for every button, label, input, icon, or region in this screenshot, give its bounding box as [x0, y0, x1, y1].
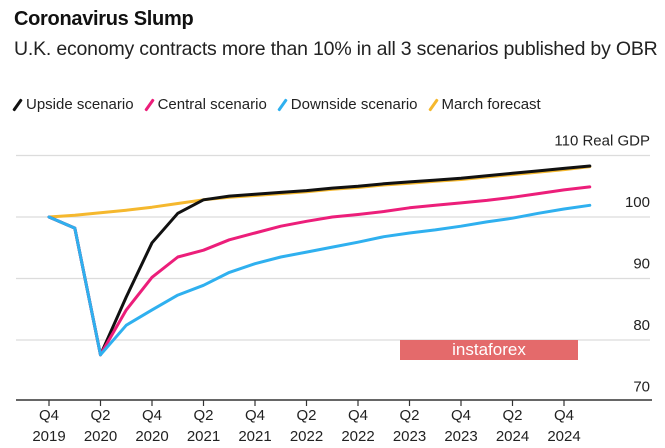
- x-tick-label-year: 2022: [341, 428, 374, 445]
- y-tick-label: 80: [633, 317, 650, 334]
- x-tick-label-year: 2024: [496, 428, 529, 445]
- legend-item-upside: Upside scenario: [12, 96, 134, 113]
- x-tick-label-quarter: Q4: [39, 407, 59, 424]
- legend: Upside scenario Central scenario Downsid…: [12, 96, 541, 113]
- legend-label: Downside scenario: [290, 96, 418, 113]
- x-tick-label-quarter: Q2: [90, 407, 110, 424]
- legend-label: March forecast: [441, 96, 541, 113]
- x-tick-label-quarter: Q2: [193, 407, 213, 424]
- x-tick-label-year: 2020: [135, 428, 168, 445]
- x-tick-label-quarter: Q4: [348, 407, 368, 424]
- y-tick-label: 100: [625, 194, 650, 211]
- x-tick-label-year: 2020: [84, 428, 117, 445]
- x-tick-label-year: 2024: [547, 428, 580, 445]
- x-tick-label-quarter: Q2: [502, 407, 522, 424]
- x-tick-label-year: 2019: [32, 428, 65, 445]
- chart-subtitle: U.K. economy contracts more than 10% in …: [14, 38, 658, 60]
- x-tick-label-year: 2023: [444, 428, 477, 445]
- y-tick-label: 110 Real GDP: [554, 133, 650, 150]
- legend-item-march: March forecast: [427, 96, 541, 113]
- x-tick-label-quarter: Q4: [451, 407, 471, 424]
- x-tick-label-year: 2022: [290, 428, 323, 445]
- legend-label: Central scenario: [157, 96, 267, 113]
- x-tick-label-year: 2021: [238, 428, 271, 445]
- x-tick-label-quarter: Q4: [554, 407, 574, 424]
- x-tick-label-quarter: Q2: [296, 407, 316, 424]
- series-line-upside-scenario: [47, 164, 592, 357]
- series-line-central-scenario: [47, 185, 592, 357]
- watermark-logo: instaforex: [400, 340, 578, 360]
- x-tick-label-quarter: Q4: [245, 407, 265, 424]
- legend-item-downside: Downside scenario: [277, 96, 418, 113]
- x-tick-label-quarter: Q2: [399, 407, 419, 424]
- x-tick-label-year: 2023: [393, 428, 426, 445]
- x-tick-label-year: 2021: [187, 428, 220, 445]
- series-line-downside-scenario: [47, 203, 592, 357]
- legend-label: Upside scenario: [26, 96, 134, 113]
- y-tick-label: 70: [633, 379, 650, 396]
- chart-title: Coronavirus Slump: [14, 8, 194, 30]
- y-tick-label: 90: [633, 256, 650, 273]
- x-tick-label-quarter: Q4: [142, 407, 162, 424]
- legend-item-central: Central scenario: [143, 96, 267, 113]
